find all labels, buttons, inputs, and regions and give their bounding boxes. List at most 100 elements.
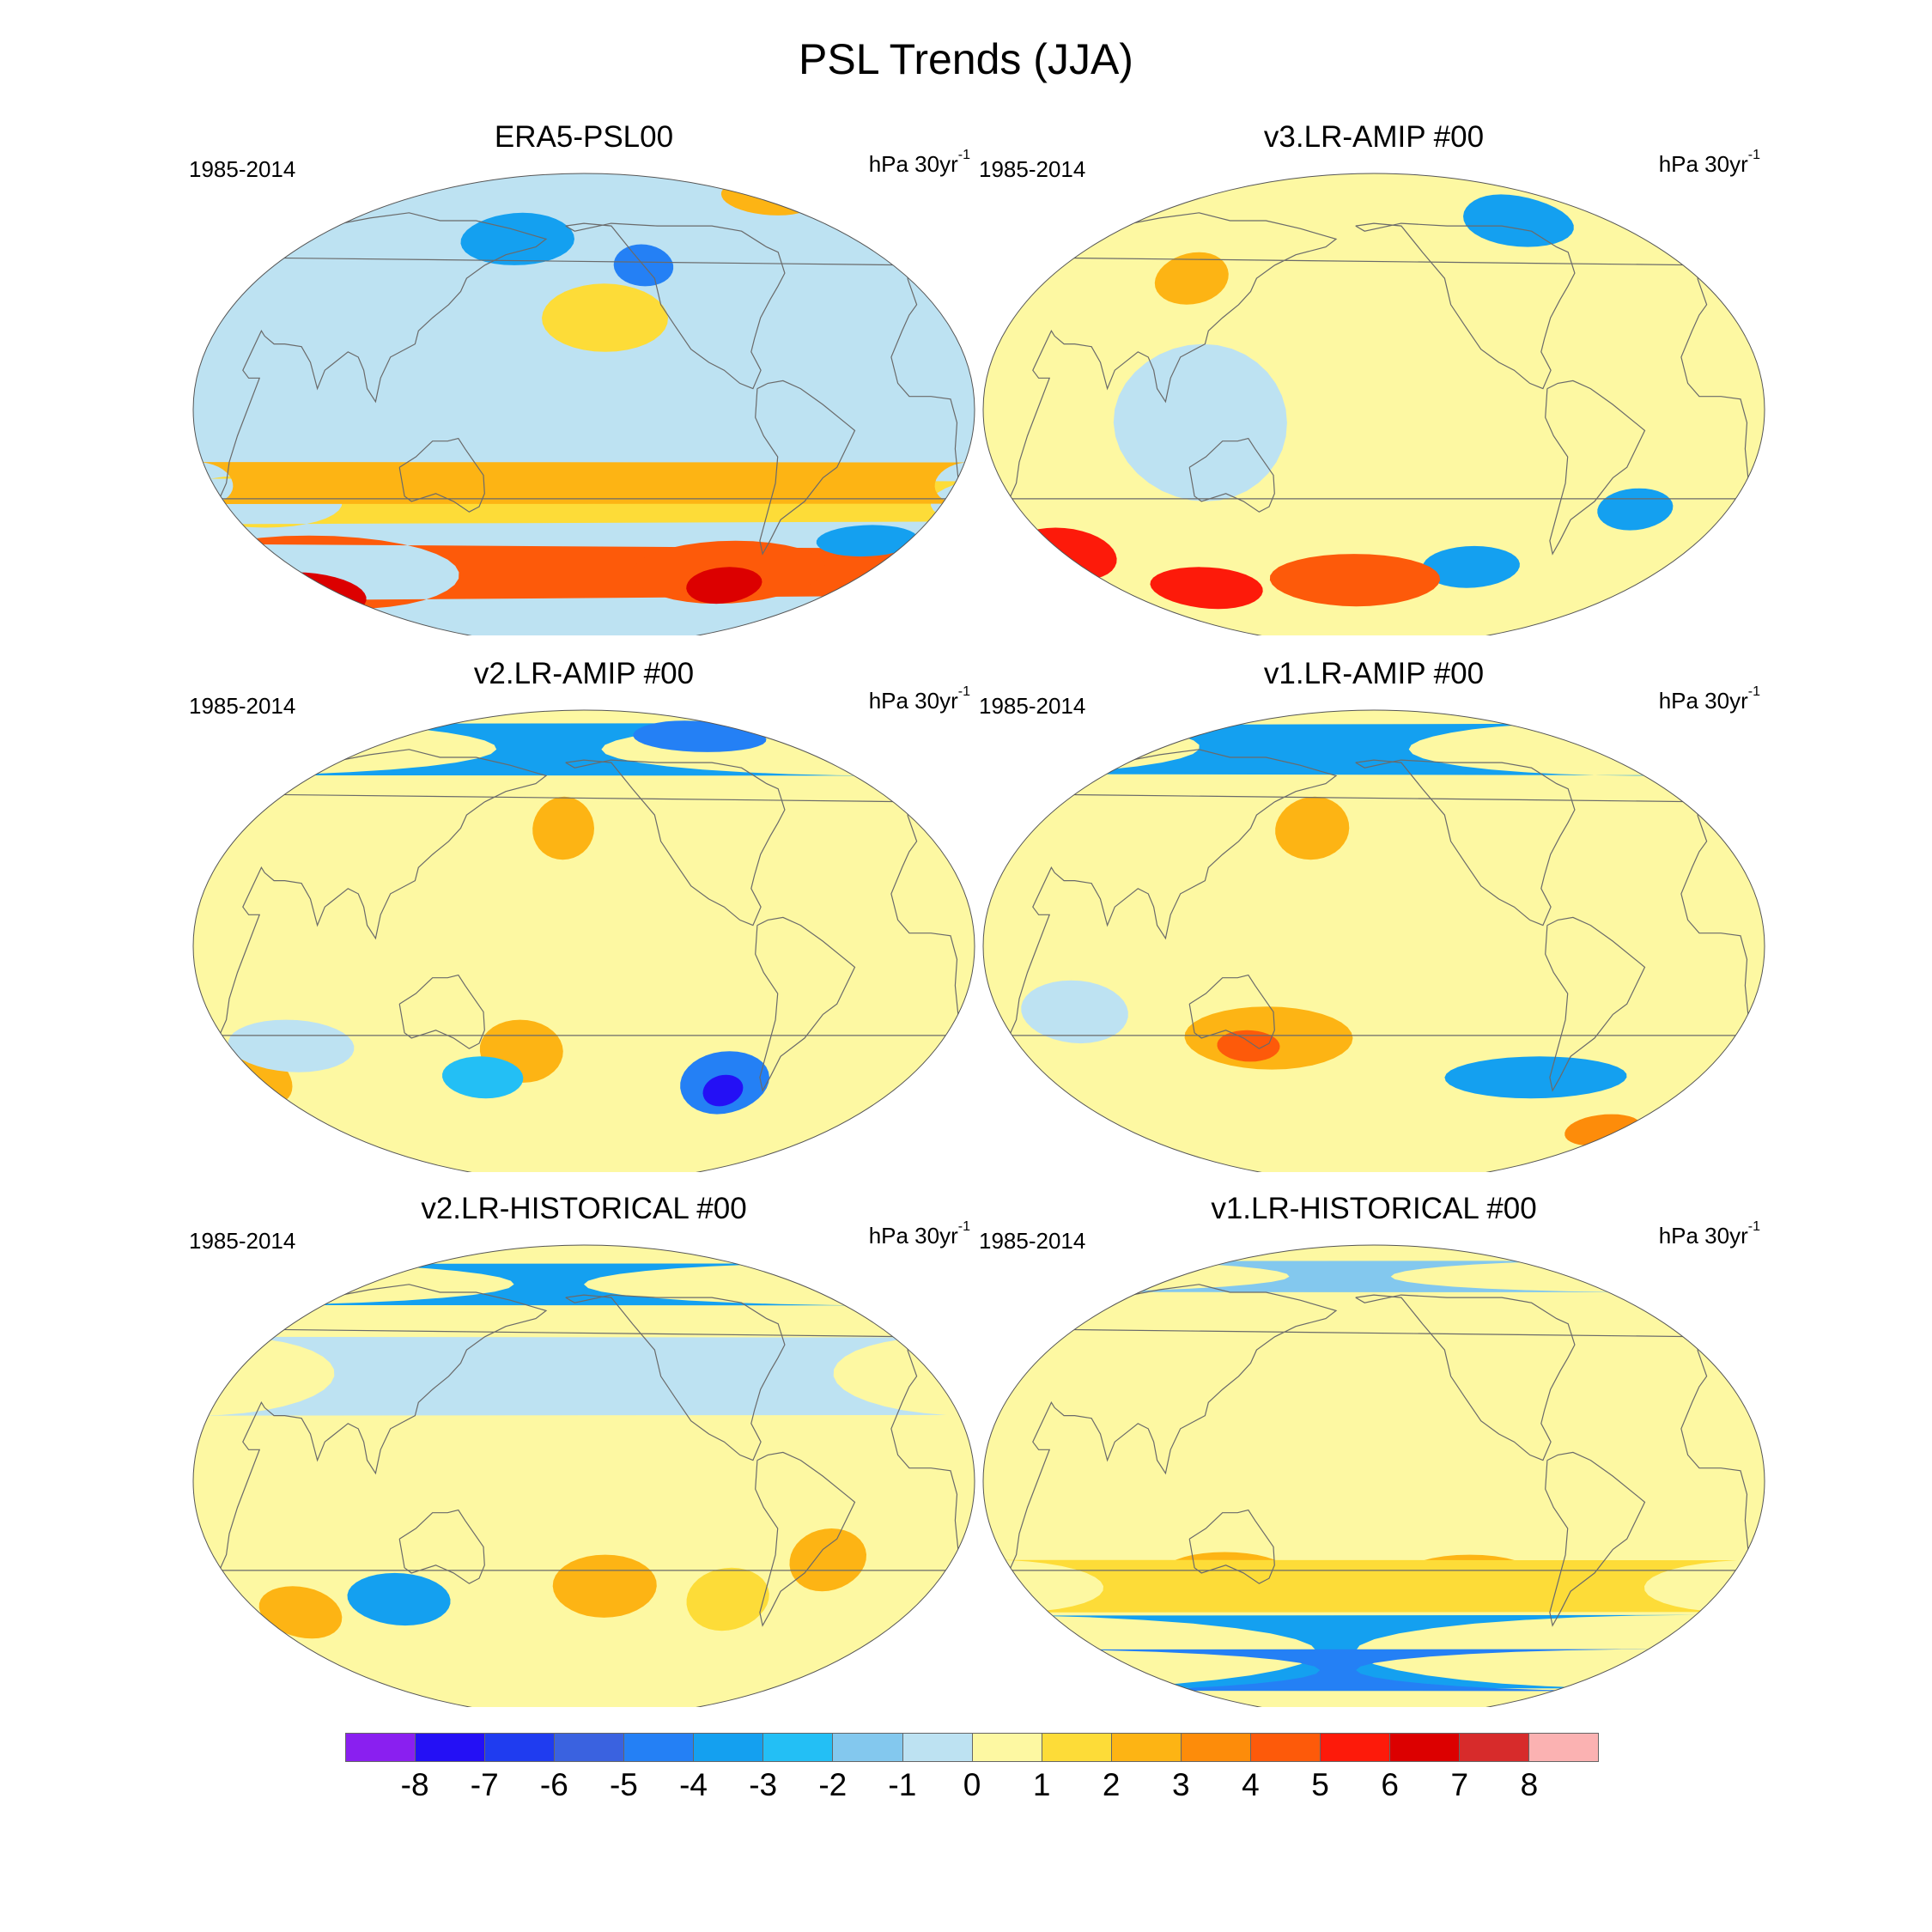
- trend-contour-region: [1217, 1030, 1280, 1062]
- panel-period: 1985-2014: [979, 693, 1086, 719]
- figure-title: PSL Trends (JJA): [799, 35, 1133, 83]
- panel-period: 1985-2014: [189, 693, 296, 719]
- trend-contour-region: [258, 1586, 343, 1639]
- trend-contour-region: [228, 1019, 355, 1072]
- panel-title: v3.LR-AMIP #00: [1263, 120, 1485, 154]
- trend-contour-region: [633, 720, 767, 752]
- coastline: [218, 212, 962, 500]
- colorbar-tick-label: 8: [1520, 1767, 1539, 1802]
- colorbar-tick-label: 5: [1311, 1767, 1329, 1802]
- trend-contour-region: [1030, 1614, 1697, 1689]
- trend-contour-region: [1021, 980, 1128, 1044]
- coastline: [1545, 916, 1646, 1092]
- coastline: [1008, 1284, 1752, 1571]
- map-boundary: [982, 1244, 1765, 1707]
- trend-contour-region: [992, 1559, 1738, 1613]
- map-background-field: [983, 710, 1765, 1172]
- trend-contour-region: [816, 525, 919, 557]
- colorbar-tick-label: -6: [539, 1767, 568, 1802]
- trend-contour-region: [1269, 554, 1441, 607]
- colorbar-swatch: [694, 1734, 764, 1761]
- map-boundary: [192, 709, 975, 1172]
- map-canvas: [982, 173, 1765, 635]
- coastline: [1008, 212, 1752, 500]
- coastline: [1188, 974, 1275, 1049]
- trend-contour-region: [442, 1056, 524, 1099]
- colorbar-tick-label: -8: [400, 1767, 429, 1802]
- trend-contour-region: [1113, 343, 1287, 501]
- coastline: [398, 1509, 485, 1584]
- panel-units: hPa 30yr-1: [868, 1219, 970, 1249]
- map-fill-layer: [193, 710, 975, 1172]
- panel-period: 1985-2014: [189, 156, 296, 182]
- colorbar-tick-label: 1: [1032, 1767, 1051, 1802]
- coastline: [1008, 749, 1752, 1036]
- colorbar-swatch: [972, 1734, 1042, 1761]
- trend-contour-region: [347, 1572, 451, 1626]
- map-fill-layer: [983, 1245, 1765, 1707]
- colorbar-tick-label: -7: [470, 1767, 499, 1802]
- trend-contour-region: [197, 462, 965, 504]
- panel-period: 1985-2014: [189, 1228, 296, 1254]
- panel-units: hPa 30yr-1: [868, 148, 970, 177]
- trend-contour-region: [686, 1567, 769, 1631]
- map-boundary: [982, 709, 1765, 1172]
- map-canvas: [982, 1244, 1765, 1707]
- map-panel-v1-amip: v1.LR-AMIP #00 1985-2014 hPa 30yr-1: [979, 657, 1769, 1172]
- map-fill-layer: [193, 173, 975, 635]
- coastline: [1355, 222, 1576, 390]
- coastline: [218, 749, 962, 1036]
- trend-contour-region: [1150, 567, 1263, 610]
- trend-contour-region: [262, 1263, 883, 1306]
- panel-title: v1.LR-HISTORICAL #00: [1211, 1192, 1537, 1225]
- colorbar-swatch: [1181, 1734, 1251, 1761]
- trend-contour-region: [1422, 545, 1520, 588]
- colorbar-swatch: [833, 1734, 903, 1761]
- colorbar-swatch: [902, 1734, 973, 1761]
- colorbar-swatch: [624, 1734, 695, 1761]
- coastline: [1545, 380, 1646, 556]
- panel-title: v1.LR-AMIP #00: [1263, 657, 1485, 690]
- colorbar-swatch: [416, 1734, 486, 1761]
- map-boundary: [192, 1244, 975, 1707]
- trend-contour-region: [1444, 1056, 1627, 1099]
- map-boundary: [982, 173, 1765, 635]
- trend-contour-region: [1049, 1649, 1679, 1692]
- map-panel-v1-historical: v1.LR-HISTORICAL #00 1985-2014 hPa 30yr-…: [979, 1192, 1769, 1707]
- coastline: [1355, 1294, 1576, 1461]
- map-fill-layer: [983, 710, 1765, 1172]
- colorbar-swatch: [1389, 1734, 1460, 1761]
- colorbar-tick-label: 3: [1172, 1767, 1190, 1802]
- coastline: [755, 916, 856, 1092]
- colorbar: [345, 1733, 1599, 1762]
- colorbar-swatch: [1460, 1734, 1530, 1761]
- colorbar-swatch: [1320, 1734, 1390, 1761]
- colorbar-swatch: [485, 1734, 556, 1761]
- coastline: [398, 974, 485, 1049]
- colorbar-tick-label: 4: [1242, 1767, 1260, 1802]
- coastline: [565, 1294, 786, 1461]
- panel-units: hPa 30yr-1: [1658, 1219, 1760, 1249]
- coastline: [755, 380, 856, 556]
- map-canvas: [192, 1244, 975, 1707]
- trend-contour-region: [1463, 194, 1574, 247]
- colorbar-swatch: [346, 1734, 416, 1761]
- trend-contour-region: [532, 796, 594, 860]
- colorbar-labels: -8 -7 -6 -5 -4 -3 -2 -1 0 1 2 3 4 5 6 7 8: [345, 1767, 1599, 1810]
- trend-contour-region: [1061, 1261, 1662, 1292]
- panel-units: hPa 30yr-1: [868, 684, 970, 714]
- colorbar-swatch: [1529, 1734, 1599, 1761]
- trend-contour-region: [1036, 723, 1678, 776]
- colorbar-tick-label: 6: [1381, 1767, 1399, 1802]
- coastline: [565, 222, 786, 390]
- colorbar-swatch: [555, 1734, 625, 1761]
- coastline: [1355, 759, 1576, 927]
- coastline: [1188, 1509, 1275, 1584]
- colorbar-tick-label: -4: [679, 1767, 708, 1802]
- colorbar-tick-label: 7: [1450, 1767, 1469, 1802]
- colorbar-swatch: [1042, 1734, 1112, 1761]
- colorbar-swatch: [1111, 1734, 1182, 1761]
- trend-contour-region: [542, 283, 668, 352]
- map-panel-v2-amip: v2.LR-AMIP #00 1985-2014 hPa 30yr-1: [189, 657, 979, 1172]
